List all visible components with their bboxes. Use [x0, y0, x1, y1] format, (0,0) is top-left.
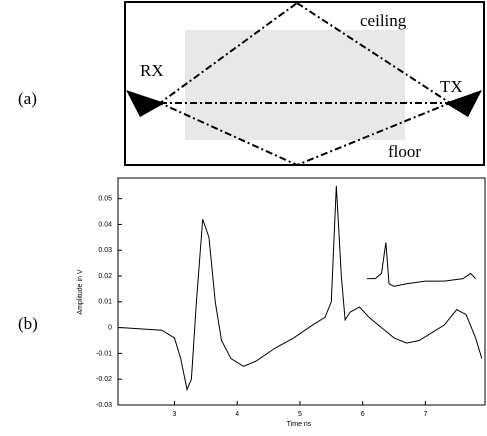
y-tick-label: 0 [108, 324, 112, 331]
y-tick-label: -0.01 [96, 350, 112, 357]
y-axis-label: Amplitude in V [77, 269, 84, 314]
trace [121, 185, 483, 392]
x-tick-label: 4 [235, 411, 239, 418]
reflection-paths [158, 1, 453, 167]
plot: -0.03 -0.02 -0.01 0 0.01 0.02 0.03 0.04 0.05 3 4 5 6… [96, 185, 483, 418]
panel-label: (a) [18, 89, 37, 108]
rx-antenna [126, 90, 165, 117]
y-tick-label: 0.01 [98, 299, 112, 306]
rx-label: RX [140, 61, 164, 80]
y-tick-label: 0.04 [98, 221, 112, 228]
x-tick-label: 6 [361, 411, 365, 418]
y-tick-label: -0.03 [96, 402, 112, 409]
plot-frame [117, 177, 486, 406]
panel-label: (b) [18, 314, 38, 333]
tx-label: TX [440, 77, 463, 96]
x-axis-label: Time ns [287, 421, 312, 428]
y-tick-label: 0.02 [98, 273, 112, 280]
tx-antenna [445, 90, 482, 117]
floor-label: floor [388, 142, 421, 161]
y-tick-label: 0.05 [98, 195, 112, 202]
x-tick-label: 3 [173, 411, 177, 418]
y-tick-label: -0.02 [96, 376, 112, 383]
room [124, 1, 485, 166]
x-tick-label: 5 [298, 411, 302, 418]
texture [185, 30, 405, 140]
trace [367, 242, 476, 287]
y-tick-label: 0.03 [98, 247, 112, 254]
ceiling-label: ceiling [360, 11, 407, 30]
x-tick-label: 7 [423, 411, 427, 418]
